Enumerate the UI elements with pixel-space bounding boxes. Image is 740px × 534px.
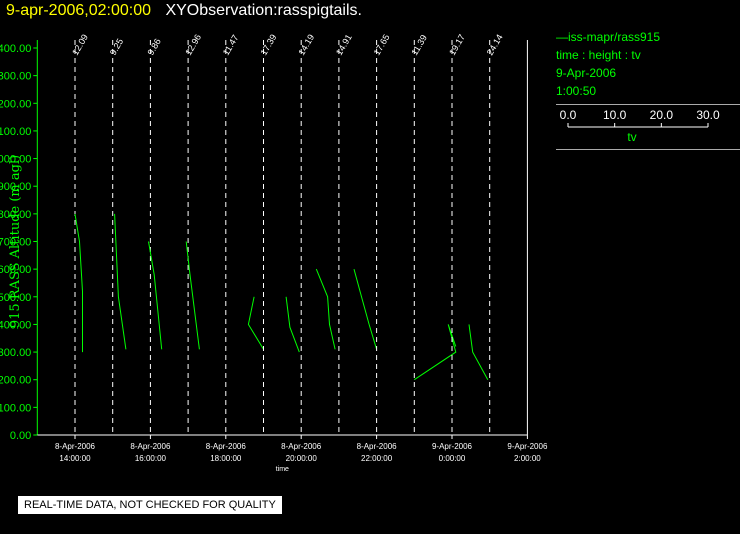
x-tick-time: 14:00:00 <box>59 454 91 463</box>
y-tick-label: 400.00 <box>0 319 31 331</box>
profile-trace <box>114 213 127 350</box>
y-tick-label: 1000.00 <box>0 154 31 166</box>
x-tick-date: 8-Apr-2006 <box>281 442 322 451</box>
y-tick-label: 1100.00 <box>0 126 31 138</box>
legend-tv-scale: 0.0 10.0 20.0 30.0 tv <box>560 108 720 144</box>
profile-label: 19.17 <box>447 32 467 57</box>
profile-trace <box>185 241 200 350</box>
title-observation: XYObservation:rasspigtails. <box>165 2 362 19</box>
profile-trace <box>315 268 336 350</box>
tv-scale-tick-label: 10.0 <box>603 108 627 122</box>
y-tick-label: 500.00 <box>0 292 31 304</box>
profile-label: 9.25 <box>108 37 125 57</box>
y-tick-label: 1300.00 <box>0 71 31 83</box>
tv-scale-label: tv <box>627 130 636 144</box>
legend-series-label: iss-mapr/rass915 <box>568 30 661 44</box>
profile-trace <box>74 213 83 353</box>
y-tick-label: 800.00 <box>0 209 31 221</box>
tv-scale-tick-label: 30.0 <box>696 108 720 122</box>
profile-label: 14.91 <box>334 32 354 57</box>
x-axis-label: time <box>276 466 289 473</box>
profile-label: 17.39 <box>259 32 279 57</box>
profile-label: 12.96 <box>183 32 203 57</box>
profile-label: 12.09 <box>70 32 90 57</box>
profile-trace <box>414 324 457 381</box>
y-tick-label: 900.00 <box>0 181 31 193</box>
profile-label: 9.86 <box>145 37 162 57</box>
legend-axes-desc: time : height : tv <box>556 48 641 62</box>
x-tick-date: 8-Apr-2006 <box>357 442 398 451</box>
legend-divider-bottom <box>556 149 740 150</box>
x-tick-time: 2:00:00 <box>514 454 541 463</box>
legend-series: —iss-mapr/rass915 <box>556 28 740 46</box>
y-tick-label: 1400.00 <box>0 43 31 55</box>
y-tick-label: 0.00 <box>10 430 31 442</box>
profile-label: 11.39 <box>409 33 429 57</box>
quality-note: REAL-TIME DATA, NOT CHECKED FOR QUALITY <box>18 496 282 514</box>
y-tick-label: 200.00 <box>0 375 31 387</box>
y-axis-label: 915 RASS Altitude (m agl) <box>8 155 23 328</box>
y-tick-label: 1200.00 <box>0 98 31 110</box>
legend-time: 1:00:50 <box>556 84 597 98</box>
x-tick-date: 9-Apr-2006 <box>507 442 548 451</box>
y-tick-label: 700.00 <box>0 237 31 249</box>
profile-trace <box>468 324 489 380</box>
y-tick-label: 100.00 <box>0 402 31 414</box>
x-tick-time: 18:00:00 <box>210 454 242 463</box>
x-tick-date: 8-Apr-2006 <box>55 442 96 451</box>
y-tick-label: 600.00 <box>0 264 31 276</box>
legend-line-swatch: — <box>556 30 568 44</box>
legend-divider <box>556 104 740 105</box>
legend-date: 9-Apr-2006 <box>556 66 617 80</box>
x-tick-time: 20:00:00 <box>286 454 318 463</box>
x-tick-time: 22:00:00 <box>361 454 393 463</box>
title-date-time: 9-apr-2006,02:00:00 <box>6 2 151 19</box>
y-tick-label: 300.00 <box>0 347 31 359</box>
profile-trace <box>148 241 163 350</box>
profile-trace <box>247 296 264 350</box>
profile-label: 24.14 <box>485 32 505 57</box>
profile-trace <box>353 268 378 350</box>
x-tick-time: 0:00:00 <box>439 454 466 463</box>
tv-scale-tick-label: 20.0 <box>650 108 674 122</box>
profile-label: 17.65 <box>372 32 392 57</box>
x-tick-date: 8-Apr-2006 <box>206 442 247 451</box>
profile-trace <box>285 296 300 353</box>
x-tick-time: 16:00:00 <box>135 454 167 463</box>
chart-title: 9-apr-2006,02:00:00 XYObservation:rasspi… <box>6 2 362 20</box>
x-tick-date: 9-Apr-2006 <box>432 442 473 451</box>
profile-label: 14.19 <box>296 32 316 57</box>
tv-scale-tick-label: 0.0 <box>560 108 577 122</box>
x-tick-date: 8-Apr-2006 <box>130 442 171 451</box>
legend: —iss-mapr/rass915 time : height : tv 9-A… <box>556 28 740 150</box>
profile-label: 11.47 <box>221 33 241 57</box>
